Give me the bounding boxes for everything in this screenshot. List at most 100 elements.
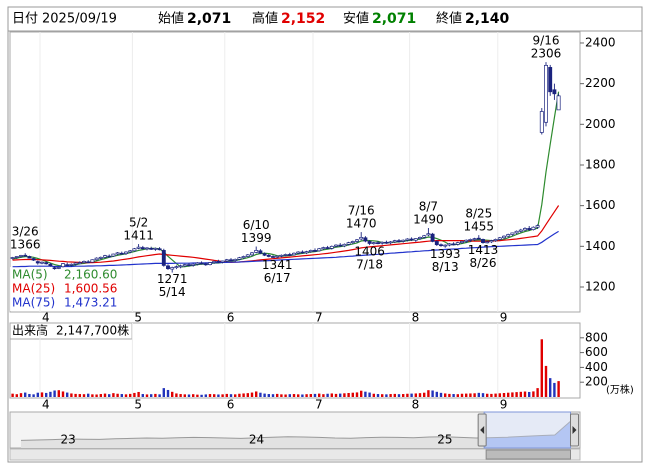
volume-bar	[120, 394, 123, 397]
volume-bar	[465, 393, 468, 397]
candle-body	[535, 225, 540, 228]
volume-bar	[213, 394, 216, 397]
ma-legend-box	[10, 267, 122, 311]
candle-body	[426, 233, 431, 236]
volume-bar	[15, 394, 18, 397]
volume-bar	[217, 394, 220, 397]
candle-body	[178, 265, 183, 268]
annotation-date: 8/25	[465, 207, 492, 221]
volume-bar	[32, 394, 35, 397]
legend-value: 1,600.56	[64, 282, 117, 296]
volume-tick-label: 400	[585, 360, 608, 374]
volume-bar	[355, 392, 359, 397]
x-tick-label: 8	[412, 311, 420, 325]
volume-bar	[150, 394, 153, 397]
volume-bar	[234, 394, 237, 397]
legend-name: MA(75)	[12, 296, 55, 310]
candle-body	[439, 244, 443, 247]
volume-bar	[397, 394, 401, 397]
volume-bar	[91, 394, 94, 397]
volume-bar	[271, 394, 275, 397]
candle-body	[409, 238, 414, 241]
candle-body	[514, 230, 519, 234]
scrollbar[interactable]	[9, 448, 581, 461]
volume-bar	[24, 392, 27, 397]
candle-body	[283, 254, 288, 256]
volume-bar	[481, 393, 485, 397]
volume-bar	[473, 393, 476, 397]
volume-bar	[242, 393, 245, 397]
candle-body	[527, 228, 532, 230]
candle-body	[250, 252, 254, 256]
annotation-date: 7/18	[356, 258, 383, 272]
candle-body	[132, 248, 137, 252]
scroll-thumb[interactable]	[485, 449, 571, 460]
candle-body	[258, 250, 263, 254]
annotation-value: 1366	[10, 238, 41, 252]
navigator-tick-label: 23	[60, 433, 75, 447]
candle-body	[430, 233, 435, 242]
volume-bar	[448, 393, 451, 397]
volume-bar	[288, 394, 291, 397]
candle-body	[203, 263, 208, 266]
volume-bar	[204, 394, 207, 397]
x-tick-label: 4	[42, 311, 50, 325]
volume-bar	[439, 392, 443, 397]
volume-bar	[490, 393, 493, 397]
navigator-window	[483, 411, 571, 449]
candle-body	[271, 256, 275, 258]
candle-body	[287, 254, 292, 256]
volume-bar	[267, 394, 270, 397]
candle-body	[485, 241, 490, 244]
volume-bar	[544, 365, 548, 397]
volume-bar	[229, 394, 233, 397]
volume-bar	[549, 378, 552, 397]
quote-label: 終値	[436, 11, 462, 27]
candle-body	[220, 260, 225, 263]
volume-bar	[200, 394, 203, 397]
candle-body	[489, 240, 494, 243]
volume-bar	[427, 390, 430, 397]
candle-body	[157, 248, 162, 251]
candle-body	[103, 255, 107, 258]
volume-bar	[40, 392, 44, 397]
candle-body	[195, 262, 200, 265]
candle-body	[338, 244, 343, 247]
volume-bar	[376, 394, 380, 397]
candle-body	[292, 252, 296, 256]
volume-bar	[103, 393, 107, 397]
candle-body	[86, 261, 91, 264]
candle-body	[19, 255, 23, 257]
annotation-date: 8/13	[432, 260, 459, 274]
candle-body	[304, 251, 309, 254]
volume-bar	[11, 393, 14, 397]
candle-body	[128, 250, 133, 253]
candle-body	[359, 237, 364, 240]
candle-body	[548, 67, 553, 93]
annotation-date: 7/16	[348, 204, 375, 218]
annotation-value: 1413	[468, 243, 499, 257]
candle-body	[48, 263, 53, 266]
candle-body	[346, 242, 351, 245]
candle-body	[266, 254, 271, 257]
volume-bar	[124, 394, 128, 397]
candle-body	[61, 263, 65, 268]
candle-body	[65, 264, 70, 266]
candle-body	[367, 241, 372, 244]
volume-bar	[36, 392, 39, 397]
volume-bar	[511, 392, 514, 397]
candle-body	[552, 89, 557, 95]
y-tick-label: 1200	[585, 279, 616, 293]
volume-unit: (万株)	[606, 383, 634, 396]
candle-body	[31, 258, 36, 261]
candle-body	[98, 256, 103, 259]
candle-body	[44, 262, 49, 265]
volume-bar	[187, 394, 191, 397]
annotation-date: 5/14	[159, 285, 186, 299]
volume-bar	[469, 393, 472, 397]
annotation-value: 1470	[346, 217, 377, 231]
annotation-value: 1271	[157, 272, 188, 286]
candle-body	[493, 239, 498, 241]
volume-total: 2,147,700株	[56, 323, 129, 338]
candle-body	[413, 238, 418, 241]
